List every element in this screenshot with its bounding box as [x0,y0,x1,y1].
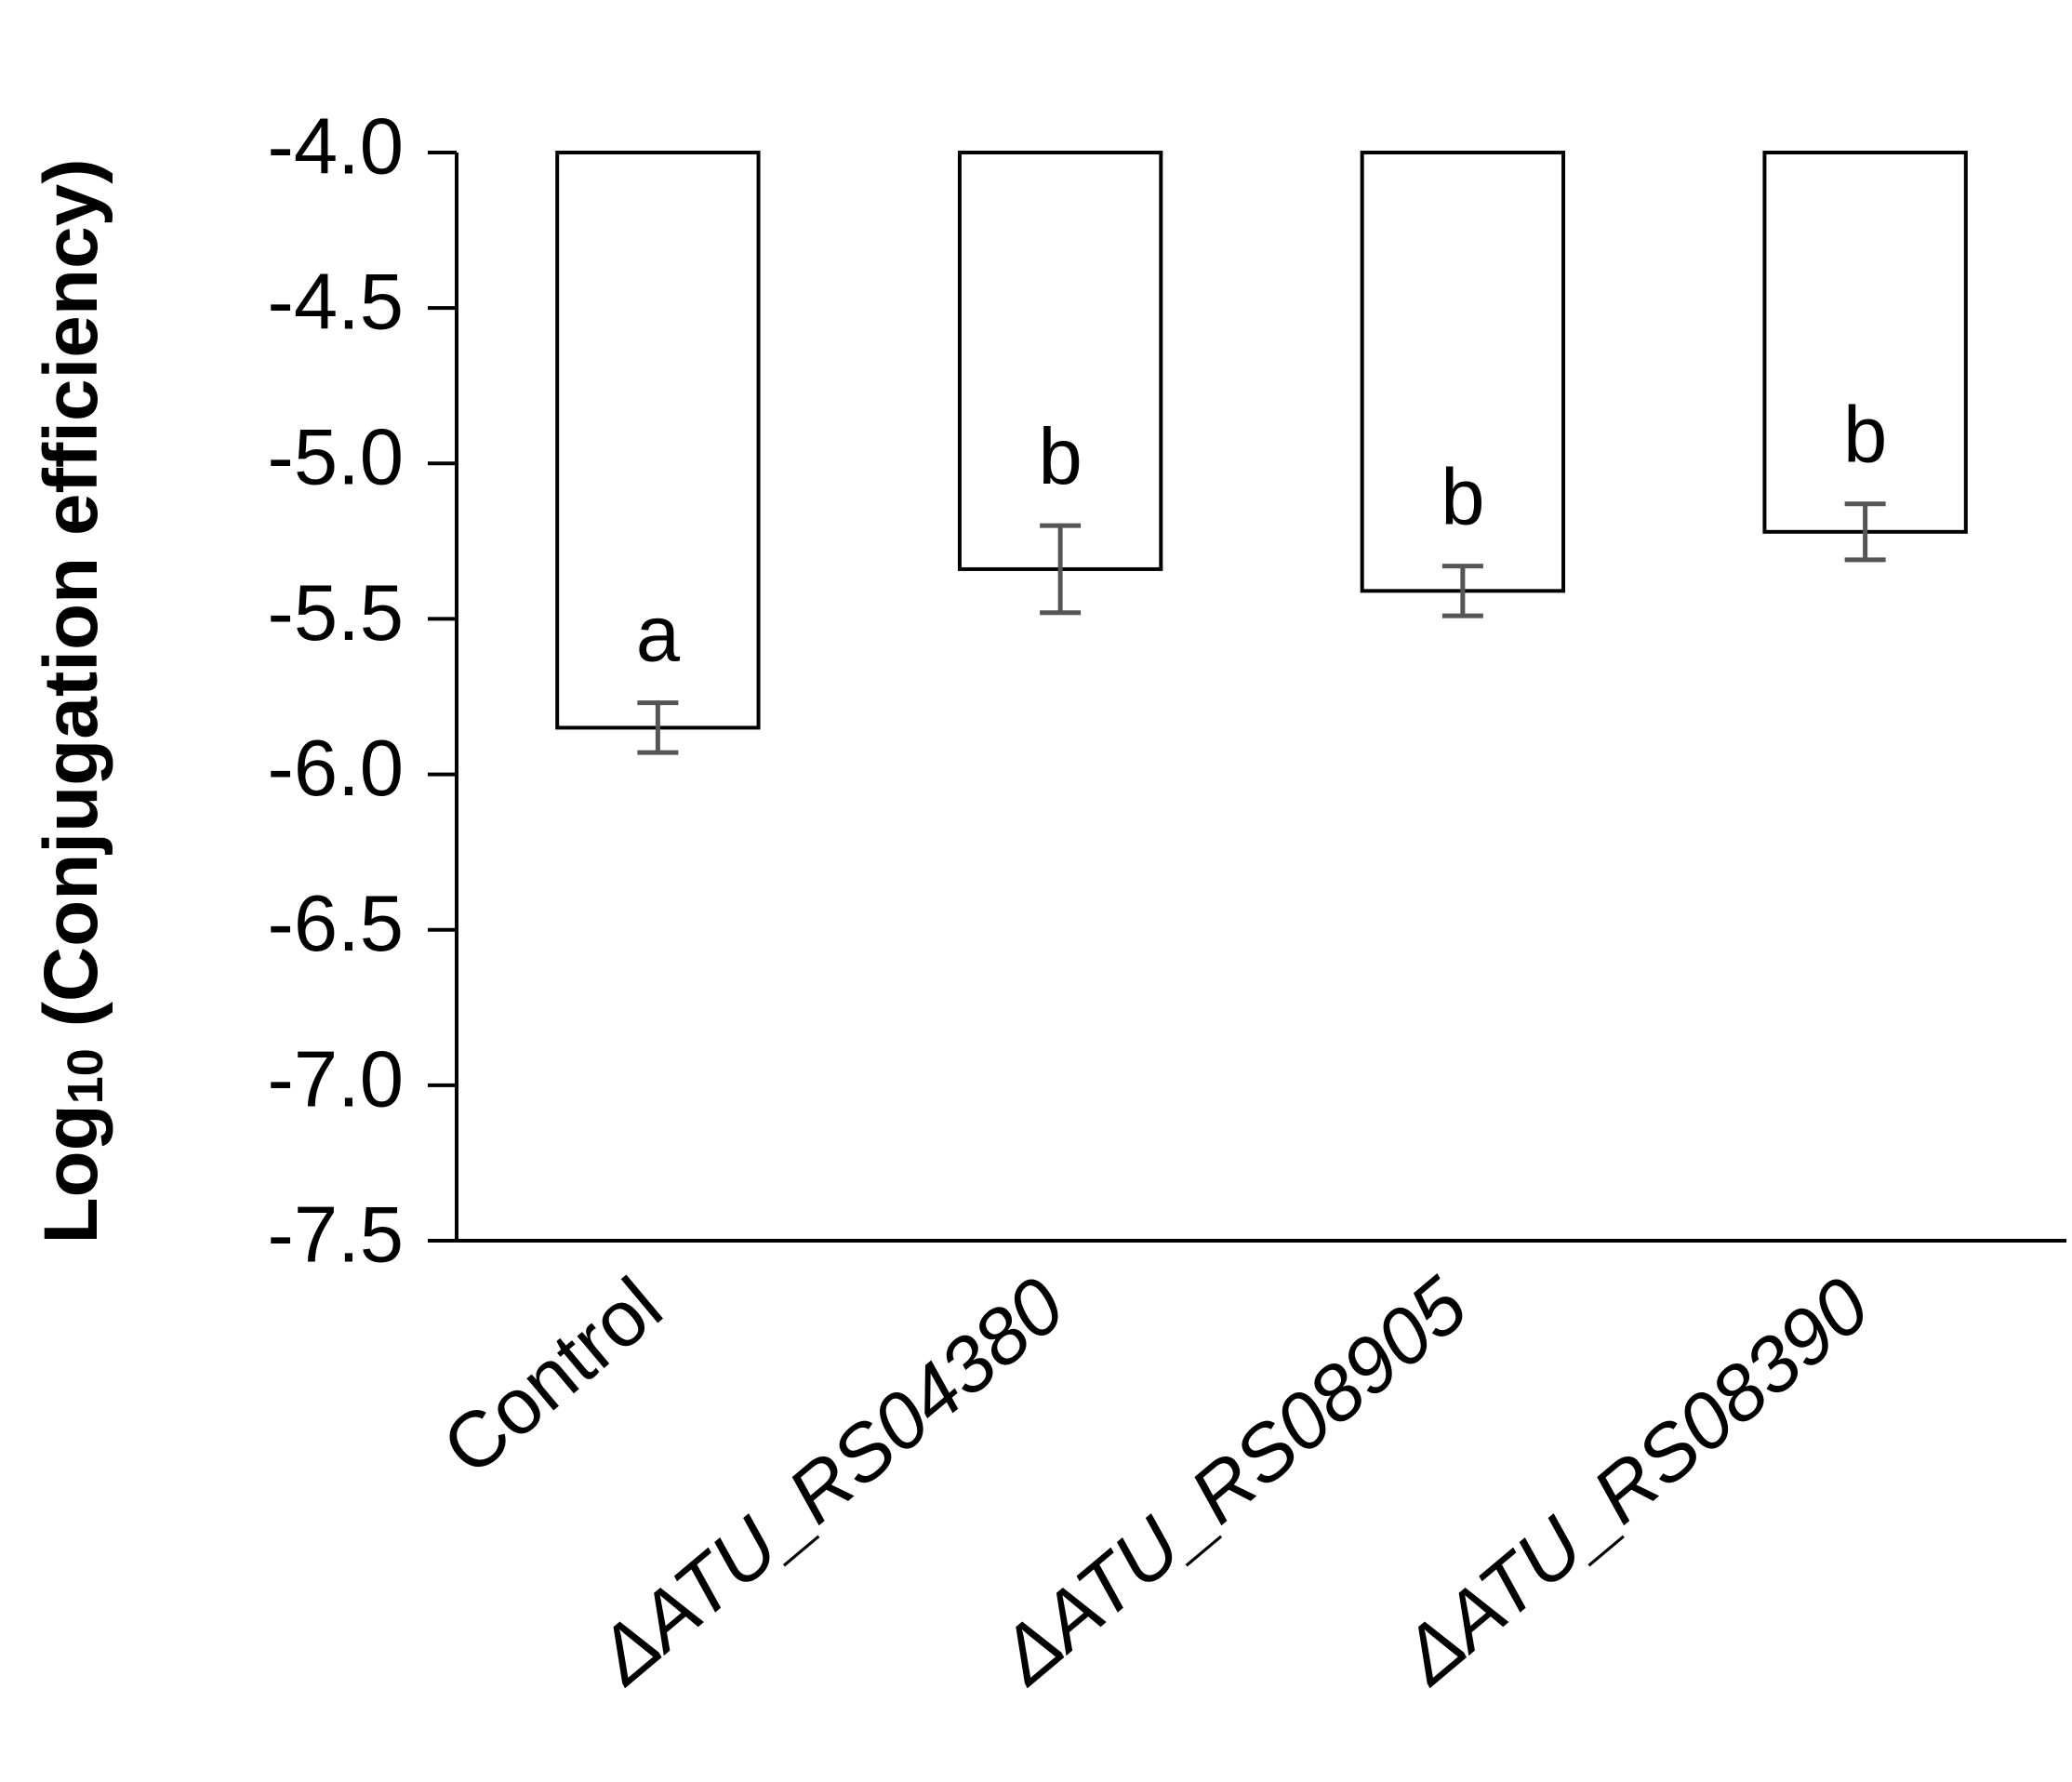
y-label-text: (Conjugation efficiency) [29,158,113,1048]
bar [1360,151,1566,593]
y-tick-label: -4.0 [268,102,404,191]
y-tick-label: -7.0 [268,1035,404,1124]
bar [957,151,1163,571]
y-tick-label: -5.5 [268,569,404,658]
y-tick-label: -6.5 [268,880,404,968]
y-label-subscript: 10 [58,1048,113,1104]
significance-letter: b [1441,454,1484,542]
y-label-log: Log [29,1104,113,1243]
significance-letter: a [636,591,681,679]
y-tick-label: -7.5 [268,1190,404,1279]
significance-letter: b [1843,392,1887,480]
y-axis-label: Log10 (Conjugation efficiency) [29,158,113,1243]
bar [555,151,761,730]
bar [1762,151,1968,534]
y-tick-label: -6.0 [268,725,404,813]
y-tick-label: -5.0 [268,414,404,502]
x-tick-label: Control [427,1261,679,1493]
y-tick-label: -4.5 [268,259,404,347]
significance-letter: b [1038,413,1082,501]
